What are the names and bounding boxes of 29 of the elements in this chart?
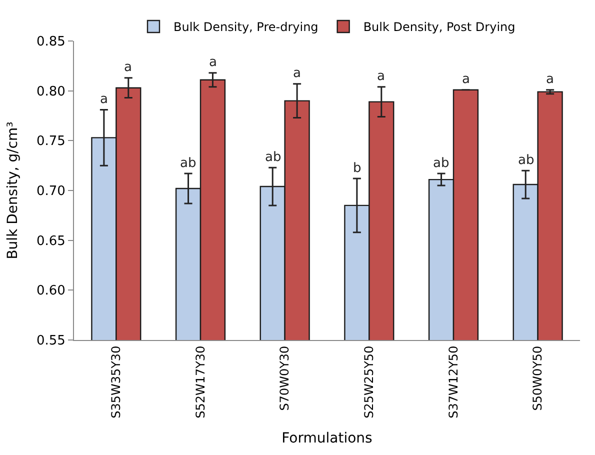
x-tick-label: S35W35Y30 (109, 346, 124, 418)
data-label: a (377, 69, 385, 84)
data-label: a (209, 55, 217, 70)
y-tick-label: 0.80 (36, 84, 66, 100)
x-tick-label: S25W25Y50 (362, 346, 376, 418)
x-tick-label: S70W0Y30 (278, 346, 292, 411)
data-label: ab (180, 156, 196, 171)
y-axis-title: Bulk Density, g/cm³ (5, 122, 22, 260)
y-tick-label: 0.75 (36, 134, 66, 150)
x-tick-label: S50W0Y50 (530, 346, 545, 411)
data-label: a (462, 72, 470, 87)
legend-label: Bulk Density, Post Drying (363, 20, 516, 34)
y-tick-label: 0.55 (36, 334, 66, 349)
data-label: ab (518, 153, 534, 168)
data-label: a (546, 72, 554, 87)
data-label: b (353, 161, 362, 176)
x-tick-label: S52W17Y30 (193, 346, 208, 418)
legend-label: Bulk Density, Pre-drying (174, 20, 318, 34)
x-tick-label: S37W12Y50 (446, 346, 460, 418)
data-label: a (124, 60, 132, 75)
y-tick-label: 0.65 (36, 234, 66, 249)
y-tick-label: 0.85 (36, 34, 66, 50)
x-axis-title: Formulations (282, 430, 372, 447)
y-tick-label: 0.70 (36, 184, 66, 200)
data-label: ab (265, 150, 282, 165)
data-label: a (100, 92, 108, 107)
data-label: a (293, 66, 301, 81)
y-tick-label: 0.60 (36, 284, 66, 299)
data-label: ab (433, 156, 450, 171)
